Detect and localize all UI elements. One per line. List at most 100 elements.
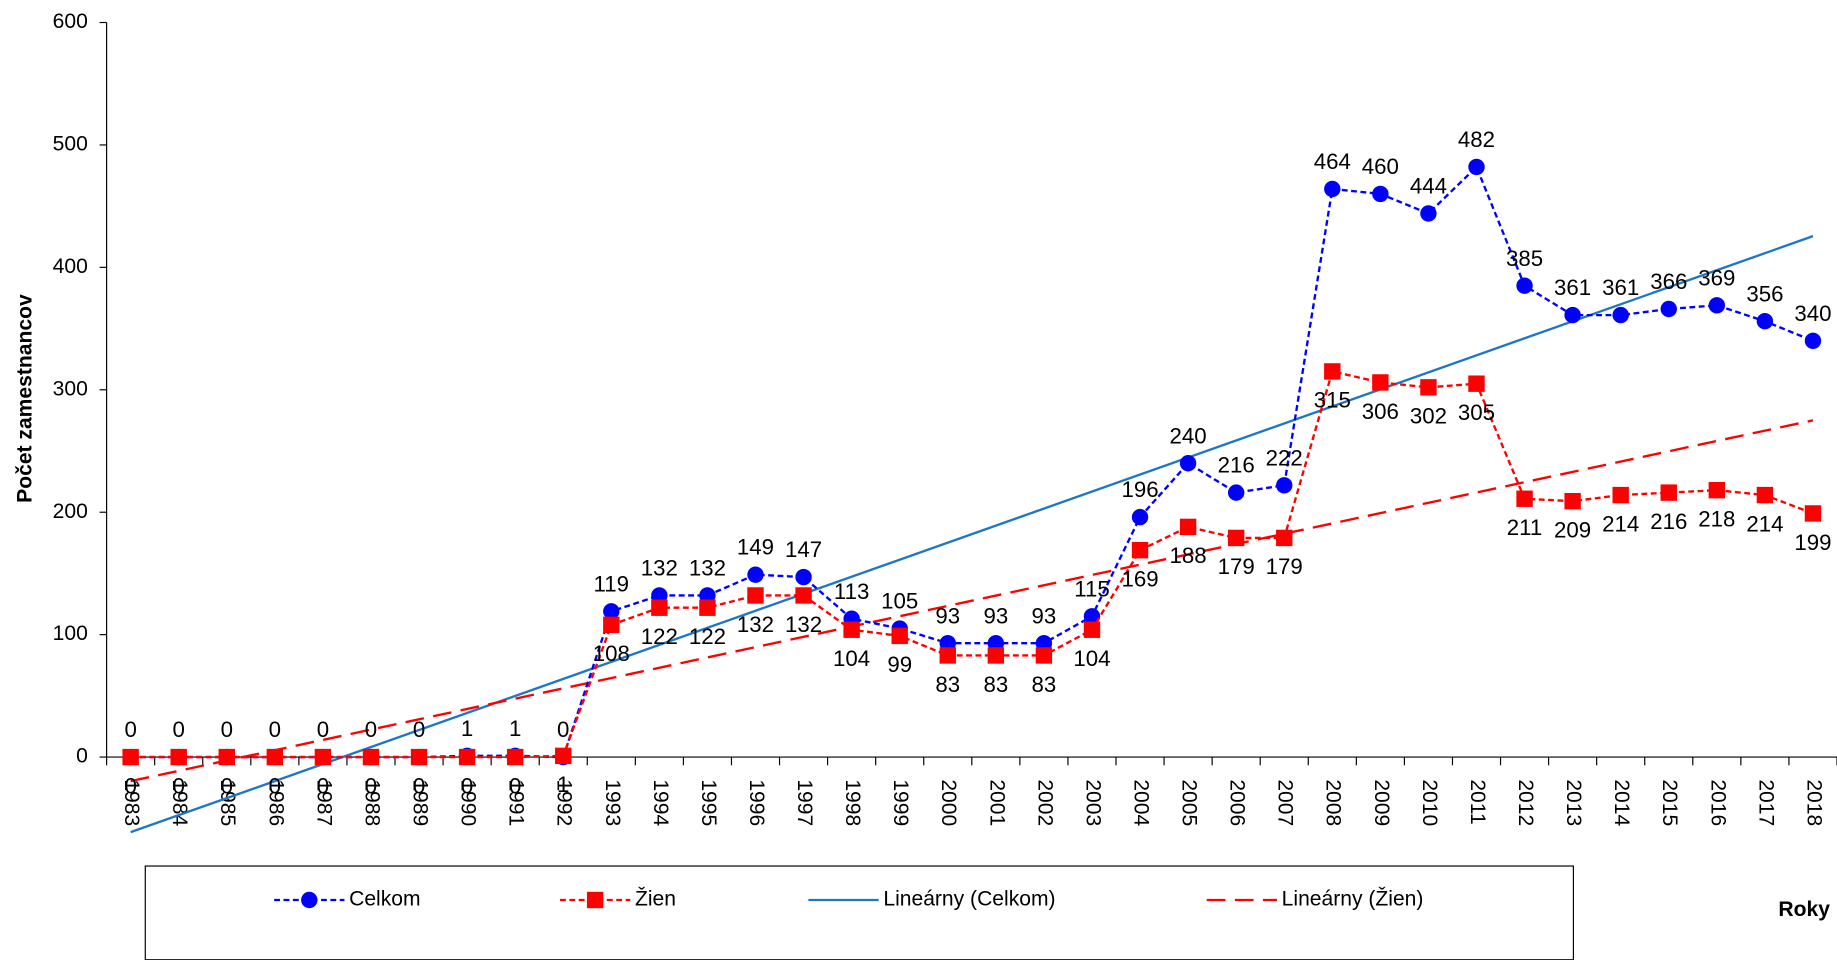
x-tick-label: 1987 [312,779,335,826]
data-label: 0 [365,717,377,742]
trendline [130,235,1814,834]
legend-label: Lineárny (Celkom) [883,888,1055,911]
y-tick-label: 500 [53,132,88,155]
x-tick-label: 2014 [1610,779,1633,826]
x-tick-label: 1994 [649,779,672,826]
data-label: 340 [1794,301,1831,326]
x-tick-label: 2001 [985,779,1008,826]
data-label: 305 [1458,400,1495,425]
x-tick-label: 2017 [1754,779,1777,826]
x-tick-label: 2010 [1418,779,1441,826]
data-label: 385 [1506,246,1543,271]
x-tick-label: 1983 [120,779,143,826]
data-label: 444 [1410,174,1447,199]
data-label: 83 [983,672,1008,697]
marker [987,647,1005,664]
x-tick-label: 1991 [505,779,528,826]
data-label: 0 [269,717,281,742]
x-tick-label: 2007 [1274,779,1297,826]
marker [1756,313,1774,330]
marker [843,621,860,638]
marker [1612,306,1629,324]
data-label: 104 [1073,646,1110,671]
marker [1131,541,1149,559]
marker [651,599,668,616]
x-tick-label: 1989 [408,779,431,826]
data-label: 93 [1032,603,1057,628]
data-label: 216 [1650,509,1687,534]
legend-box [144,865,1574,960]
data-label: 83 [1032,672,1057,697]
data-label: 1 [461,716,473,741]
data-label: 216 [1218,453,1255,478]
marker [1083,608,1101,625]
x-tick-label: 2011 [1466,779,1489,824]
y-axis-label: Počet zamestnancov [13,294,36,503]
x-tick-label: 1992 [553,779,576,826]
marker [1276,529,1293,547]
data-label: 0 [221,717,233,742]
y-tick-label: 0 [76,745,88,768]
y-tick-label: 200 [53,500,88,523]
marker [1468,158,1485,176]
marker [1324,363,1341,380]
data-label: 188 [1170,543,1207,568]
data-label: 315 [1314,388,1351,413]
data-label: 482 [1458,127,1495,152]
marker [410,748,428,766]
data-label: 0 [413,717,425,742]
data-label: 240 [1170,423,1207,448]
marker [1035,647,1053,664]
y-tick-label: 100 [53,622,88,645]
data-label: 119 [594,571,629,596]
series-line [130,164,1814,759]
data-label: 0 [221,773,233,798]
data-label: 0 [124,773,136,798]
marker [458,748,476,766]
data-label: 132 [641,556,678,581]
marker [1276,477,1293,494]
marker [1179,518,1197,536]
legend-label: Žien [635,888,676,911]
marker [1179,455,1197,472]
x-tick-label: 2006 [1226,779,1249,826]
data-label: 83 [935,672,960,697]
data-label: 369 [1698,265,1735,290]
data-label: 169 [1121,567,1158,592]
data-label: 361 [1602,275,1639,300]
x-tick-label: 1999 [889,779,912,826]
data-label: 464 [1314,149,1351,174]
data-label: 1 [557,772,569,797]
data-label: 147 [785,537,822,562]
data-label: 214 [1602,511,1639,536]
data-label: 0 [365,773,377,798]
marker [1660,300,1677,318]
x-tick-label: 1997 [793,779,816,826]
marker [795,568,812,586]
marker [122,748,139,766]
data-label: 0 [124,717,136,742]
data-label: 0 [461,773,473,798]
data-label: 1 [509,716,521,741]
x-tick-label: 1990 [457,779,480,826]
data-label: 0 [509,773,521,798]
x-tick-label: 2004 [1129,779,1152,826]
marker [1516,277,1533,294]
data-label: 0 [173,773,185,798]
data-label: 0 [317,773,329,798]
data-label: 214 [1746,511,1783,536]
data-label: 209 [1554,518,1591,543]
data-label: 132 [785,612,822,637]
x-tick-label: 2012 [1514,779,1537,826]
marker [506,748,524,766]
x-tick-label: 2000 [937,779,960,826]
data-label: 366 [1650,269,1687,294]
x-axis-label: Roky [1778,898,1830,921]
marker [1227,529,1245,547]
data-label: 132 [737,612,774,637]
legend-marker [301,891,318,909]
data-label: 122 [689,624,726,649]
data-label: 196 [1121,477,1158,502]
x-tick-label: 2016 [1706,779,1729,826]
